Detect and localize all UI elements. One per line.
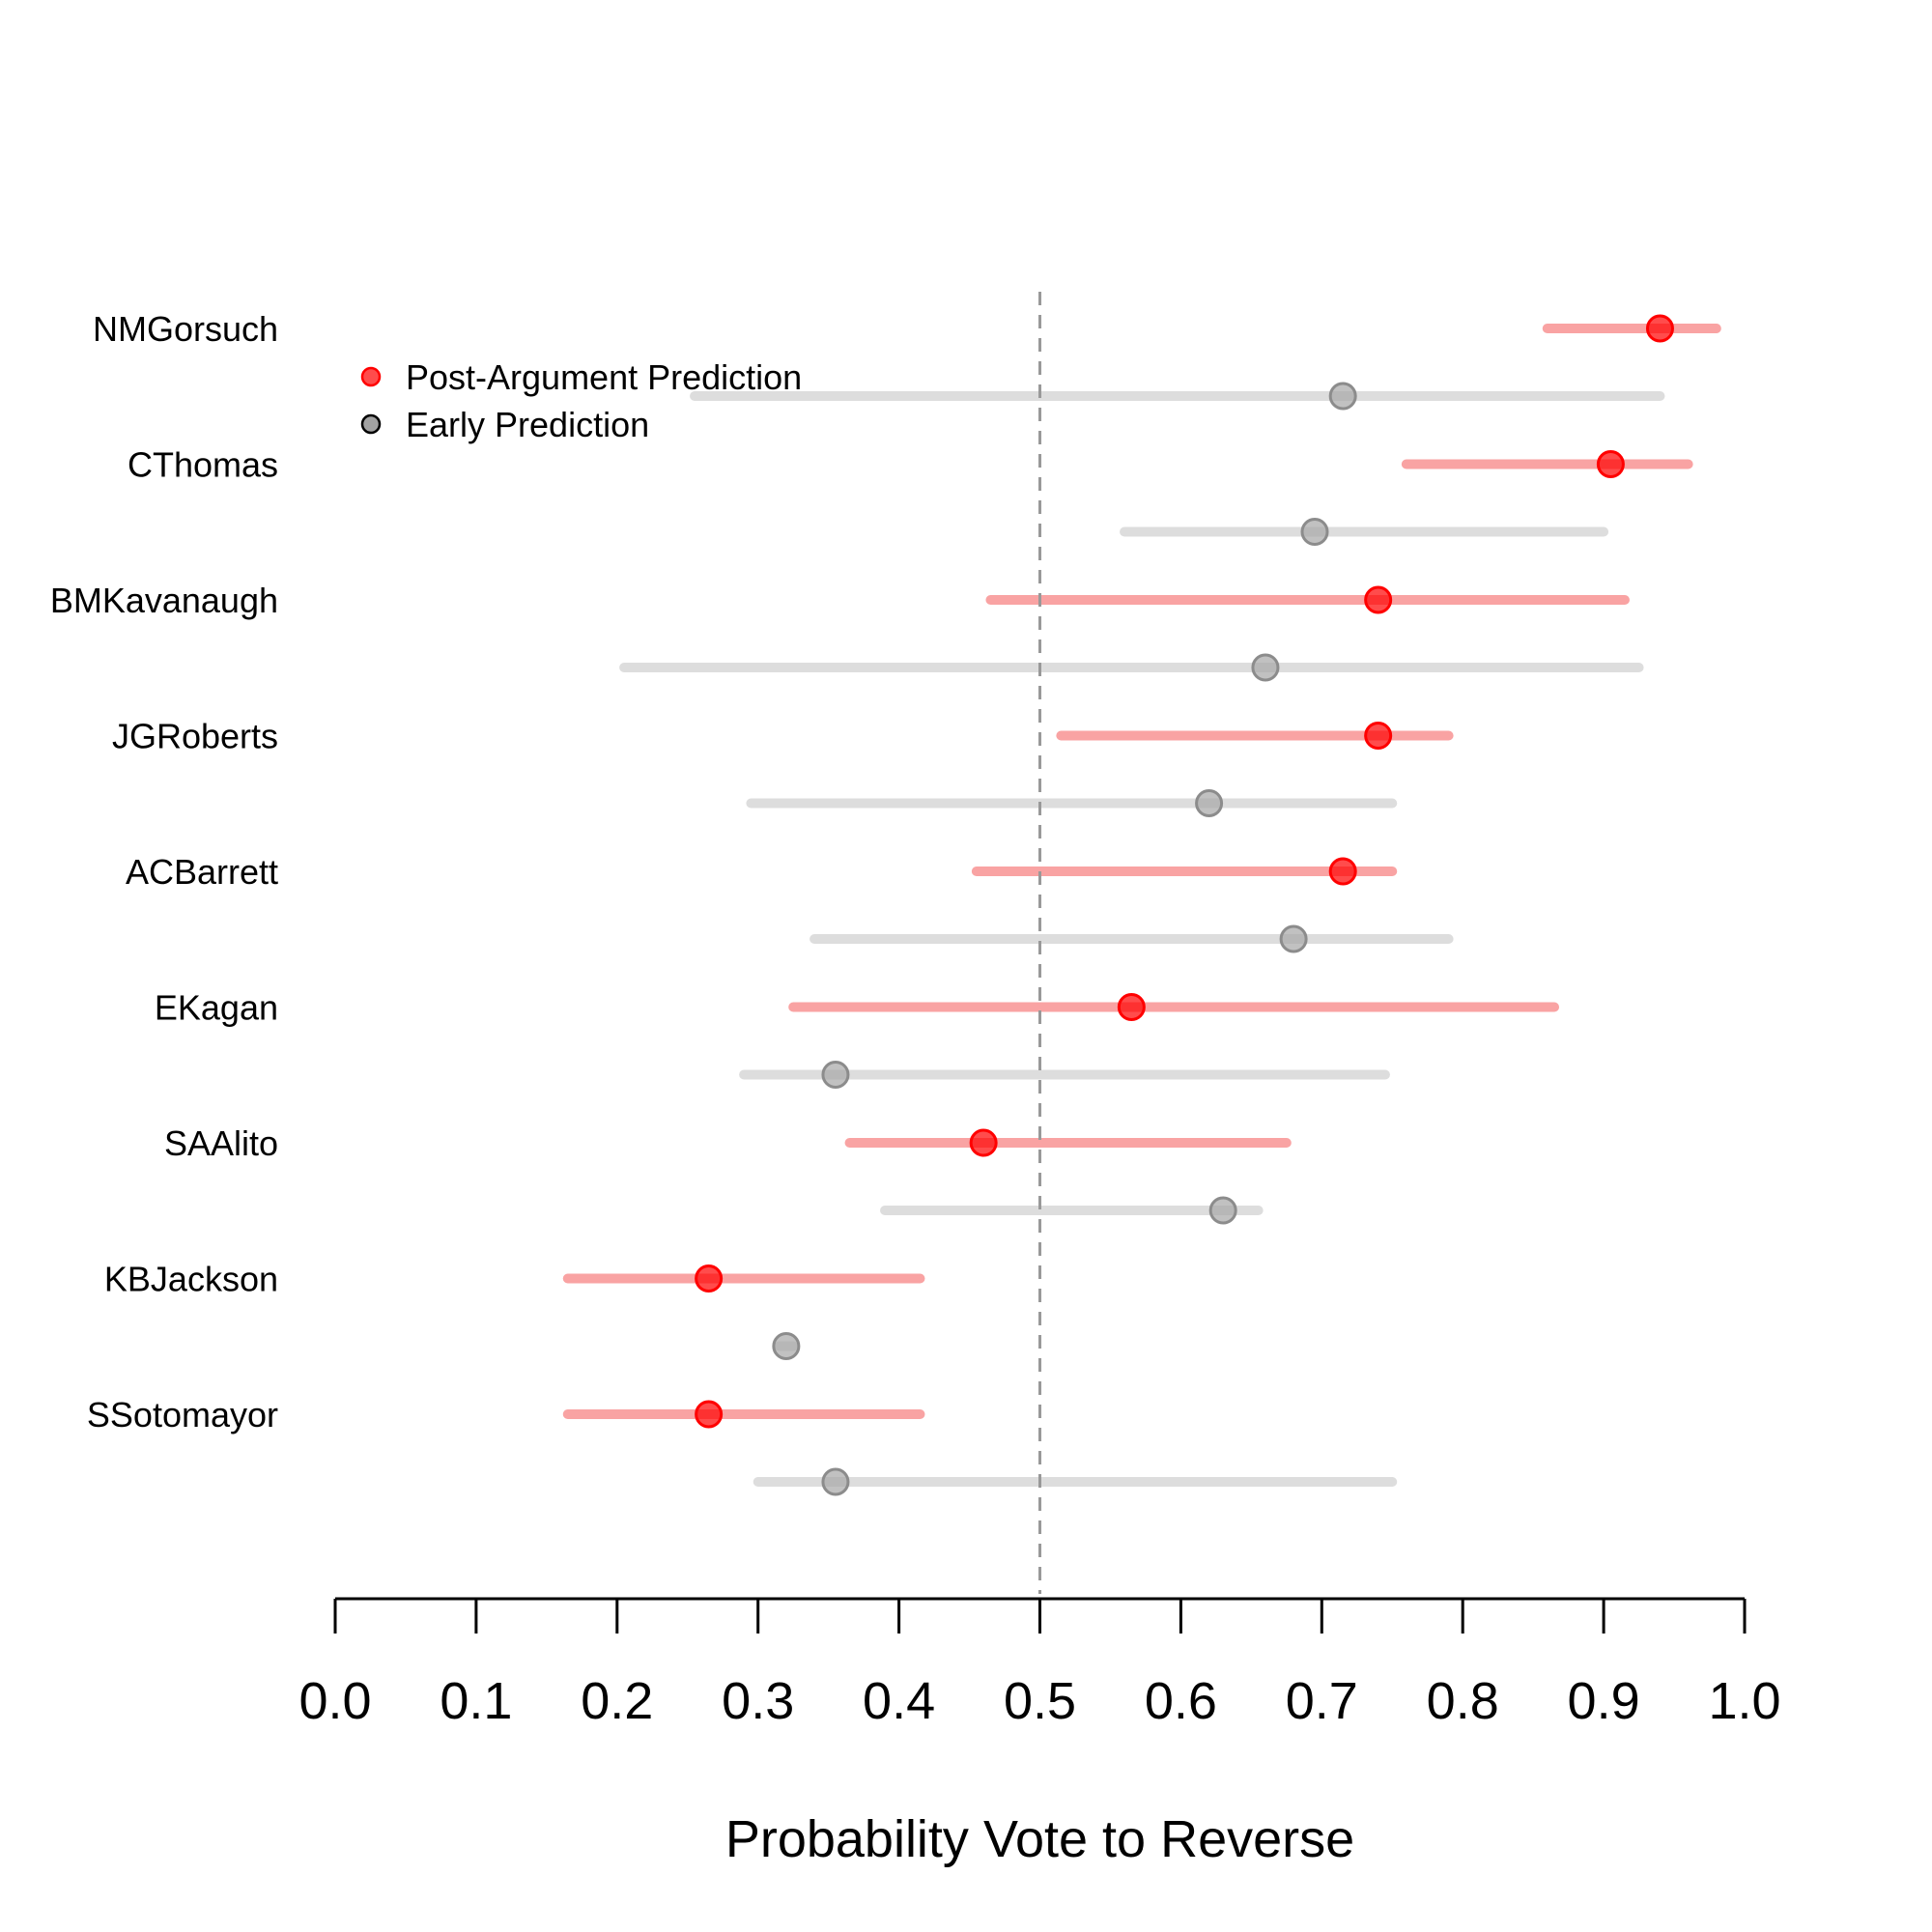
early-point-acbarrett [1279, 924, 1308, 953]
post-point-ekagan [1117, 993, 1146, 1021]
early-point-ssotomayor [821, 1467, 850, 1496]
x-axis: 0.0 0.1 0.2 0.3 0.4 0.5 0.6 0.7 0.8 0.9 1.0 [298, 1597, 1781, 1730]
justice-labels: NMGorsuch CThomas BMKavanaugh JGRoberts ACBa… [50, 309, 278, 1435]
early-point-ekagan [821, 1061, 850, 1089]
justice-label-cthomas: CThomas [128, 445, 278, 485]
justice-label-kbjackson: KBJackson [104, 1260, 278, 1299]
legend-marker [360, 366, 382, 387]
x-tick-label: 0.5 [1004, 1672, 1076, 1730]
x-tick-label: 0.2 [581, 1672, 653, 1730]
post-point-kbjackson [695, 1264, 724, 1293]
early-point-bmkavanaugh [1251, 653, 1280, 682]
early-point-saalito [1208, 1196, 1237, 1225]
post-point-nmgorsuch [1645, 314, 1674, 343]
x-tick-label: 0.4 [863, 1672, 935, 1730]
legend-label: Post-Argument Prediction [406, 357, 802, 397]
early-point-kbjackson [772, 1332, 801, 1360]
x-tick-label: 0.8 [1427, 1672, 1499, 1730]
post-point-saalito [969, 1128, 998, 1157]
x-tick-label: 0.6 [1145, 1672, 1217, 1730]
justice-label-jgroberts: JGRoberts [112, 717, 278, 756]
post-point-ssotomayor [695, 1400, 724, 1429]
legend-marker [360, 413, 382, 435]
early-point-cthomas [1300, 518, 1329, 546]
early-point-nmgorsuch [1328, 382, 1357, 411]
intervals-layer [562, 324, 1721, 1487]
justice-label-nmgorsuch: NMGorsuch [93, 309, 278, 349]
x-tick-label: 0.0 [298, 1672, 371, 1730]
post-point-bmkavanaugh [1364, 585, 1393, 614]
x-tick-label: 0.3 [722, 1672, 794, 1730]
justice-label-bmkavanaugh: BMKavanaugh [50, 581, 278, 620]
legend: Post-Argument Prediction Early Prediction [360, 357, 802, 444]
justice-label-saalito: SAAlito [164, 1123, 278, 1163]
x-axis-title: Probability Vote to Reverse [725, 1810, 1354, 1868]
post-point-jgroberts [1364, 722, 1393, 750]
legend-label: Early Prediction [406, 405, 649, 444]
justice-label-ssotomayor: SSotomayor [87, 1395, 278, 1435]
early-point-jgroberts [1195, 789, 1224, 817]
x-tick-label: 0.1 [440, 1672, 512, 1730]
post-point-acbarrett [1328, 857, 1357, 886]
x-tick-label: 0.7 [1286, 1672, 1358, 1730]
x-tick-label: 1.0 [1708, 1672, 1780, 1730]
x-tick-label: 0.9 [1568, 1672, 1640, 1730]
points-layer [695, 314, 1674, 1496]
justice-label-acbarrett: ACBarrett [126, 852, 278, 892]
post-point-cthomas [1596, 450, 1625, 478]
justice-label-ekagan: EKagan [155, 988, 278, 1028]
